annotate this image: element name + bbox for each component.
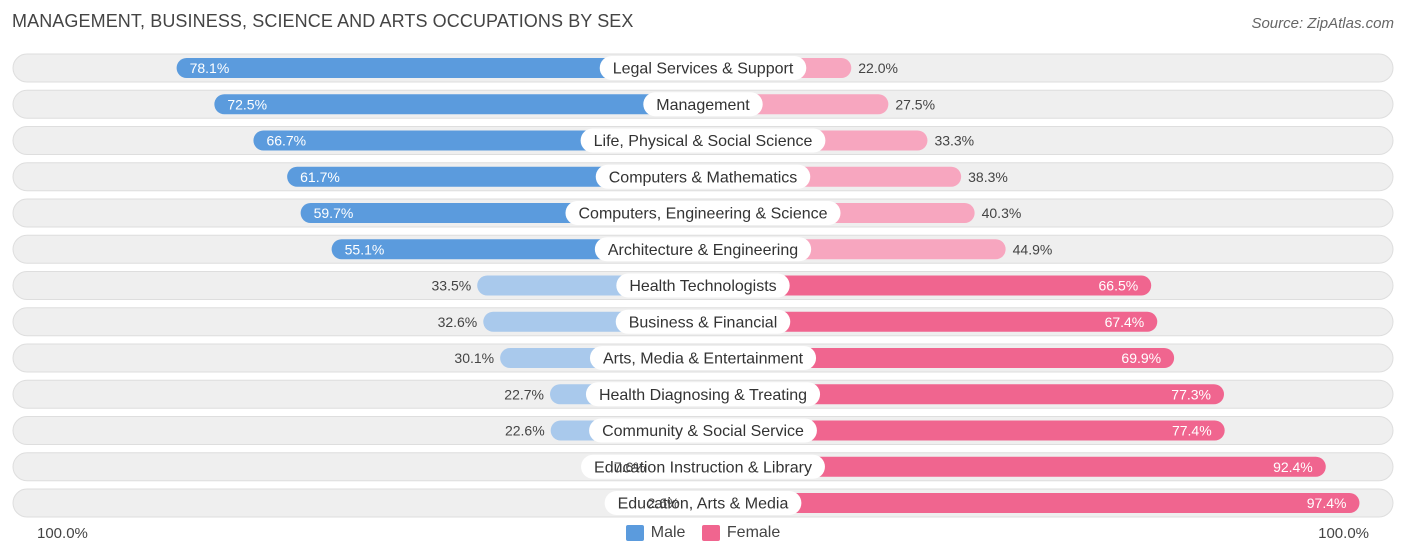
value-label-female: 77.4% [1172, 423, 1212, 439]
value-label-male: 59.7% [314, 205, 354, 221]
chart-row: Legal Services & Support 78.1% 22.0% [12, 53, 1394, 83]
bar-female [703, 384, 1225, 405]
value-label-male: 78.1% [190, 60, 230, 76]
chart-row: Architecture & Engineering 55.1% 44.9% [12, 234, 1394, 264]
category-pill [643, 92, 763, 117]
axis-left-label: 100.0% [37, 525, 88, 542]
legend-label-female: Female [726, 524, 781, 541]
category-pill [599, 56, 807, 80]
category-pill [589, 346, 817, 370]
category-pill [589, 418, 817, 443]
category-label: Computers, Engineering & Science [578, 206, 827, 223]
value-label-female: 38.3% [968, 169, 1008, 185]
category-pill [585, 382, 821, 407]
category-label: Education Instruction & Library [594, 459, 812, 476]
bar-female [703, 493, 1360, 513]
category-pill [580, 128, 826, 153]
axis-right-label: 100.0% [1318, 525, 1369, 542]
category-label: Education, Arts & Media [618, 496, 789, 513]
value-label-female: 27.5% [895, 96, 935, 112]
value-label-female: 22.0% [858, 60, 898, 76]
legend-item-male[interactable]: Male [625, 524, 686, 542]
chart-row: Computers, Engineering & Science 59.7% 40.… [12, 198, 1394, 228]
category-label: Management [656, 97, 750, 114]
value-label-male: 22.7% [504, 386, 544, 402]
category-label: Computers & Mathematics [609, 169, 798, 186]
legend-swatch-female [701, 525, 720, 541]
category-pill [616, 273, 790, 298]
legend-label-male: Male [650, 524, 686, 541]
chart-row: Life, Physical & Social Science 66.7% 33.3… [12, 126, 1394, 155]
bar-female [703, 456, 1326, 477]
category-label: Community & Social Service [602, 423, 804, 440]
category-pill [565, 201, 841, 225]
value-label-male: 61.7% [300, 169, 340, 185]
value-label-female: 97.4% [1307, 495, 1347, 511]
value-label-female: 44.9% [1013, 241, 1053, 257]
chart-row: Health Technologists 33.5% 66.5% [12, 271, 1394, 300]
bar-male [214, 94, 703, 115]
chart-row: Management 72.5% 27.5% [12, 89, 1394, 119]
category-label: Health Technologists [629, 278, 776, 295]
chart-row: Computers & Mathematics 61.7% 38.3% [12, 162, 1394, 192]
category-label: Life, Physical & Social Science [594, 133, 813, 150]
chart-title: MANAGEMENT, BUSINESS, SCIENCE AND ARTS O… [12, 11, 634, 31]
value-label-female: 33.3% [934, 133, 974, 149]
value-label-male: 32.6% [438, 314, 478, 330]
value-label-female: 66.5% [1099, 278, 1139, 294]
value-label-female: 92.4% [1273, 459, 1313, 475]
value-label-male: 2.6% [648, 495, 680, 511]
value-label-female: 69.9% [1121, 350, 1161, 366]
legend-swatch-male [625, 525, 644, 541]
value-label-male: 22.6% [505, 423, 545, 439]
value-label-male: 7.6% [614, 459, 646, 475]
category-pill [594, 237, 812, 262]
value-label-female: 77.3% [1171, 386, 1211, 402]
chart-row: Health Diagnosing & Treating 22.7% 77.3% [12, 379, 1394, 409]
category-label: Architecture & Engineering [608, 242, 798, 259]
bar-female [703, 420, 1225, 441]
chart-row: Community & Social Service 22.6% 77.4% [12, 416, 1394, 445]
category-label: Health Diagnosing & Treating [599, 387, 807, 404]
category-pill [604, 491, 802, 515]
value-label-male: 72.5% [227, 96, 267, 112]
chart-row: Arts, Media & Entertainment 30.1% 69.9% [12, 343, 1394, 373]
source-credit: Source: ZipAtlas.com [1251, 15, 1394, 32]
value-label-female: 67.4% [1105, 314, 1145, 330]
bar-female [703, 275, 1152, 296]
value-label-male: 33.5% [432, 278, 472, 294]
value-label-male: 55.1% [345, 241, 385, 257]
bar-female [703, 311, 1158, 332]
chart-row: Business & Financial 32.6% 67.4% [12, 307, 1394, 337]
category-label: Business & Financial [629, 314, 778, 331]
category-label: Arts, Media & Entertainment [603, 351, 804, 368]
value-label-male: 66.7% [266, 133, 306, 149]
legend-item-female[interactable]: Female [701, 524, 781, 542]
value-label-female: 40.3% [982, 205, 1022, 221]
bar-male [176, 58, 703, 78]
category-pill [615, 309, 791, 334]
category-pill [595, 164, 811, 189]
bar-female [703, 348, 1175, 368]
category-pill [581, 454, 825, 479]
category-label: Legal Services & Support [613, 61, 794, 78]
value-label-male: 30.1% [454, 350, 494, 366]
legend: Male Female [0, 524, 1406, 546]
